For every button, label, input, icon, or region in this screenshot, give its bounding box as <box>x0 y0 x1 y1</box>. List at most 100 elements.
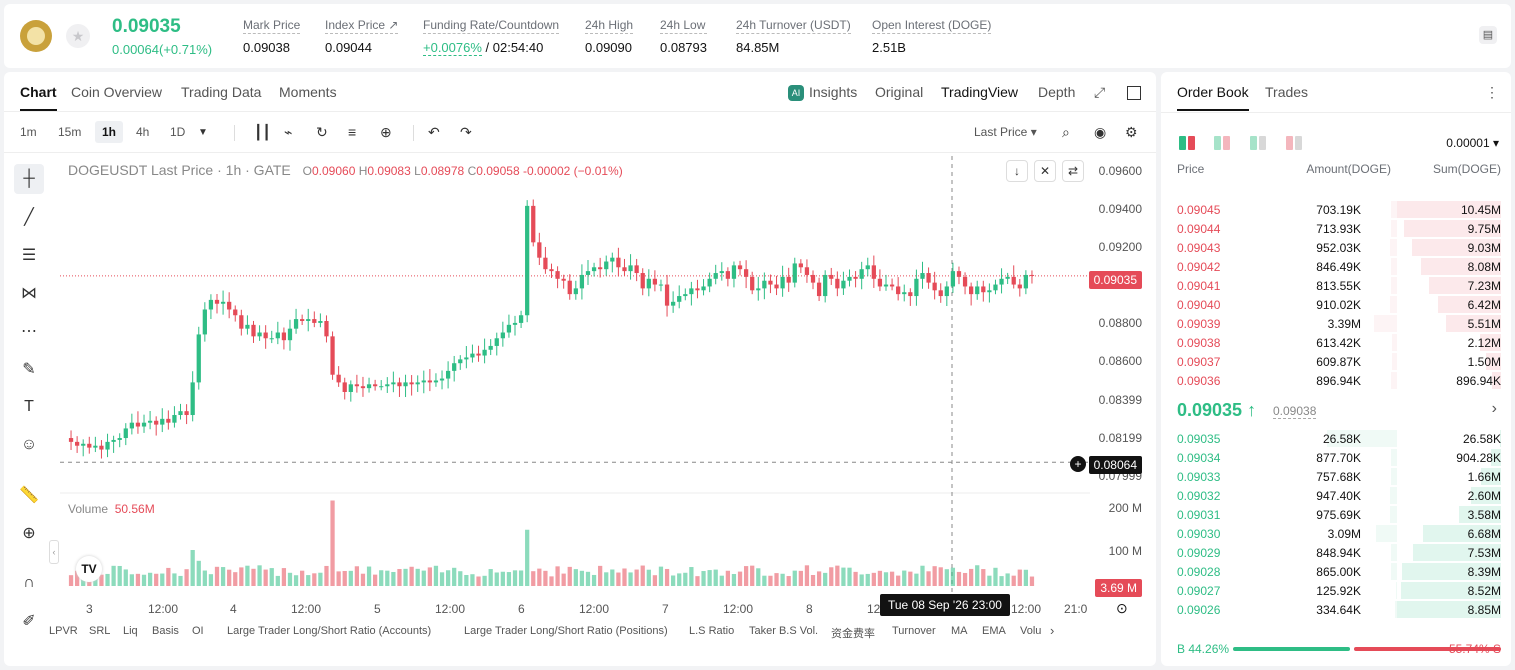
book-mode-list-icon[interactable] <box>1286 136 1302 150</box>
legend-c-label: C <box>467 164 477 178</box>
swap-icon[interactable]: ⇄ <box>1062 160 1084 182</box>
timeframe-1m[interactable]: 1m <box>20 125 37 139</box>
ask-row[interactable]: 0.09036 896.94K 896.94K <box>1161 371 1511 390</box>
tab-order-book[interactable]: Order Book <box>1177 84 1249 111</box>
indicator-item[interactable]: Volu <box>1020 625 1042 637</box>
timeframe-1d[interactable]: 1D <box>170 125 186 139</box>
tab-tradingview[interactable]: TradingView <box>941 84 1019 100</box>
candle-type-icon[interactable]: ┃┃ <box>254 124 271 140</box>
indicator-item[interactable]: LPVR <box>49 625 78 637</box>
add-alert-icon[interactable]: + <box>1070 456 1086 472</box>
tab-moments[interactable]: Moments <box>279 84 337 100</box>
indicator-item[interactable]: Liq <box>123 625 138 637</box>
tab-coin-overview[interactable]: Coin Overview <box>71 84 163 100</box>
bid-row[interactable]: 0.09030 3.09M 6.68M <box>1161 524 1511 543</box>
ask-row[interactable]: 0.09044 713.93K 9.75M <box>1161 219 1511 238</box>
ask-row[interactable]: 0.09038 613.42K 2.12M <box>1161 333 1511 352</box>
ask-row[interactable]: 0.09043 952.03K 9.03M <box>1161 238 1511 257</box>
tab-chart[interactable]: Chart <box>20 84 57 111</box>
bid-row[interactable]: 0.09033 757.68K 1.66M <box>1161 467 1511 486</box>
bid-row[interactable]: 0.09029 848.94K 7.53M <box>1161 543 1511 562</box>
bid-row[interactable]: 0.09026 334.64K 8.85M <box>1161 600 1511 619</box>
guide-book-icon[interactable]: ▤ <box>1479 26 1497 44</box>
timeframe-1h[interactable]: 1h <box>95 121 124 143</box>
tab-trading-data[interactable]: Trading Data <box>181 84 262 100</box>
ask-row[interactable]: 0.09042 846.49K 8.08M <box>1161 257 1511 276</box>
order-book-panel: Order Book Trades ⋮ 0.00001 ▾ Price Amou… <box>1161 72 1511 666</box>
redo-icon[interactable]: ↷ <box>460 124 472 140</box>
expand-icon[interactable]: ⤢ <box>1094 84 1106 100</box>
lock-drawing-icon[interactable]: ✐ <box>22 613 36 630</box>
book-mode-both-icon[interactable] <box>1179 136 1195 150</box>
indicator-item[interactable]: Large Trader Long/Short Ratio (Positions… <box>464 625 668 637</box>
add-indicator-icon[interactable]: ⊕ <box>380 124 392 140</box>
tab-insights[interactable]: AI Insights <box>788 84 857 101</box>
timeframe-4h[interactable]: 4h <box>136 125 150 139</box>
magnet-icon[interactable]: ∩ <box>23 574 35 591</box>
ask-row[interactable]: 0.09040 910.02K 6.42M <box>1161 295 1511 314</box>
candlestick-chart[interactable] <box>60 156 1090 596</box>
stat-mark-price[interactable]: Mark Price 0.09038 <box>243 18 301 55</box>
indicator-item[interactable]: OI <box>192 625 204 637</box>
indicator-item[interactable]: L.S Ratio <box>689 625 735 637</box>
bid-row[interactable]: 0.09028 865.00K 8.39M <box>1161 562 1511 581</box>
collapse-icon[interactable]: ✕ <box>1034 160 1056 182</box>
timeframe-15m[interactable]: 15m <box>58 125 82 139</box>
emoji-icon[interactable]: ☺ <box>20 436 38 453</box>
time-tick: 4 <box>230 602 237 616</box>
favorite-star-icon[interactable]: ★ <box>66 24 90 48</box>
ruler-icon[interactable]: 📏 <box>19 487 39 504</box>
collapse-toolbar-icon[interactable]: ‹ <box>49 540 59 564</box>
bid-row[interactable]: 0.09031 975.69K 3.58M <box>1161 505 1511 524</box>
more-options-icon[interactable]: ⋮ <box>1485 84 1499 100</box>
pattern-icon[interactable]: ⋈ <box>21 285 37 302</box>
tab-original[interactable]: Original <box>875 84 924 100</box>
zoom-in-icon[interactable]: ⊕ <box>22 525 36 542</box>
stat-open-interest[interactable]: Open Interest (DOGE) 2.51B <box>872 18 992 55</box>
trend-line-icon[interactable]: ╱ <box>24 209 34 226</box>
volume-bar <box>220 567 226 586</box>
indicators-icon[interactable]: ⌁ <box>284 124 293 140</box>
ask-row[interactable]: 0.09037 609.87K 1.50M <box>1161 352 1511 371</box>
indicator-item[interactable]: MA <box>951 625 968 637</box>
search-icon[interactable]: ⌕ <box>1062 124 1070 140</box>
brush-icon[interactable]: ✎ <box>22 361 36 378</box>
scroll-right-icon[interactable]: › <box>1050 623 1055 638</box>
stat-index-price[interactable]: Index Price ↗ 0.09044 <box>325 18 399 55</box>
indicator-item[interactable]: Basis <box>152 625 179 637</box>
book-mode-bids-icon[interactable] <box>1214 136 1230 150</box>
book-mode-asks-icon[interactable] <box>1250 136 1266 150</box>
indicator-item[interactable]: SRL <box>89 625 111 637</box>
indicator-item[interactable]: Large Trader Long/Short Ratio (Accounts) <box>227 625 432 637</box>
fib-icon[interactable]: ⋯ <box>21 323 37 340</box>
ask-row[interactable]: 0.09041 813.55K 7.23M <box>1161 276 1511 295</box>
fullscreen-icon[interactable] <box>1127 86 1141 100</box>
price-type-select[interactable]: Last Price ▾ <box>974 125 1037 139</box>
reset-chart-icon[interactable]: ⊙ <box>1116 600 1128 616</box>
bid-row[interactable]: 0.09035 26.58K 26.58K <box>1161 429 1511 448</box>
indicator-item[interactable]: Turnover <box>892 625 936 637</box>
indicator-item[interactable]: 资金费率 <box>831 628 875 640</box>
horizontal-lines-icon[interactable]: ☰ <box>21 247 37 264</box>
templates-icon[interactable]: ≡ <box>348 124 357 140</box>
replay-icon[interactable]: ↻ <box>316 124 328 140</box>
ask-row[interactable]: 0.09039 3.39M 5.51M <box>1161 314 1511 333</box>
chevron-right-icon[interactable]: › <box>1491 400 1497 417</box>
timeframe-dropdown-icon[interactable]: ▼ <box>198 127 208 138</box>
camera-icon[interactable]: ◉ <box>1094 124 1107 140</box>
bid-row[interactable]: 0.09032 947.40K 2.60M <box>1161 486 1511 505</box>
settings-gear-icon[interactable]: ⚙ <box>1125 124 1138 140</box>
undo-icon[interactable]: ↶ <box>428 124 440 140</box>
indicator-item[interactable]: Taker B.S Vol. <box>749 625 819 637</box>
bid-row[interactable]: 0.09027 125.92K 8.52M <box>1161 581 1511 600</box>
tab-depth[interactable]: Depth <box>1038 84 1076 100</box>
bid-row[interactable]: 0.09034 877.70K 904.28K <box>1161 448 1511 467</box>
precision-select[interactable]: 0.00001 ▾ <box>1446 136 1499 150</box>
crosshair-icon[interactable]: ┼ <box>14 164 44 194</box>
text-tool-icon[interactable]: T <box>24 398 34 415</box>
stat-funding-rate[interactable]: Funding Rate/Countdown +0.0076% / 02:54:… <box>423 18 560 56</box>
ask-row[interactable]: 0.09045 703.19K 10.45M <box>1161 200 1511 219</box>
indicator-item[interactable]: EMA <box>982 625 1006 637</box>
scroll-down-icon[interactable]: ↓ <box>1006 160 1028 182</box>
tab-trades[interactable]: Trades <box>1265 84 1309 100</box>
